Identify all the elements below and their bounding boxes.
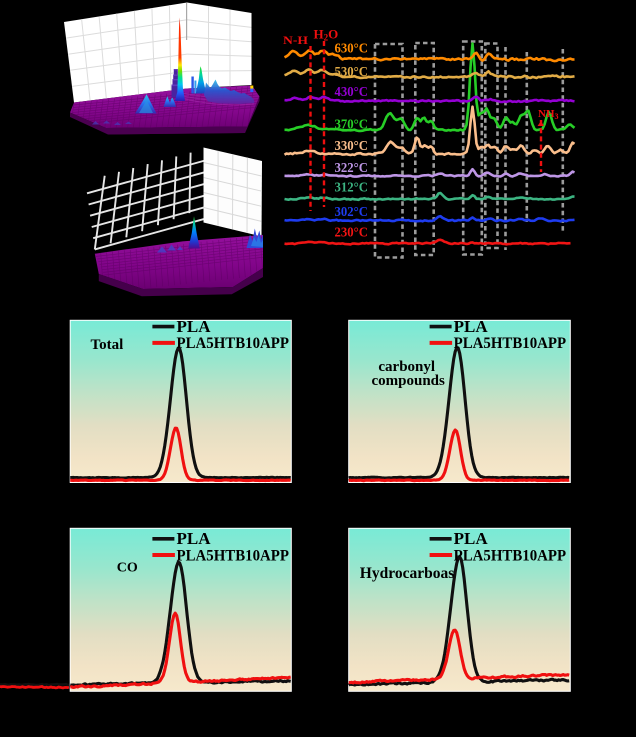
svg-text:PLA5HTB10APP: PLA5HTB10APP [177,335,290,352]
svg-text:PLA: PLA [177,317,212,336]
svg-text:CO: CO [117,560,138,575]
svg-text:PLA: PLA [177,529,212,548]
svg-text:PLA5HTB10APP: PLA5HTB10APP [177,547,290,564]
svg-text:530°C: 530°C [335,65,369,80]
svg-text:230°C: 230°C [335,226,369,241]
svg-text:PLA: PLA [454,529,489,548]
svg-text:N-H: N-H [283,33,309,47]
svg-text:Total: Total [91,337,124,353]
svg-text:PLA5HTB10APP: PLA5HTB10APP [454,335,567,352]
svg-text:302°C: 302°C [335,205,369,220]
svg-text:330°C: 330°C [335,139,369,154]
svg-text:PLA: PLA [454,317,489,336]
svg-text:312°C: 312°C [335,181,369,196]
svg-text:430°C: 430°C [335,85,369,100]
svg-text:PLA5HTB10APP: PLA5HTB10APP [454,547,567,564]
svg-text:630°C: 630°C [335,42,369,57]
svg-text:Hydrocarboas: Hydrocarboas [360,565,454,582]
svg-text:compounds: compounds [372,373,446,389]
svg-text:370°C: 370°C [335,117,369,132]
svg-text:322°C: 322°C [335,161,369,176]
